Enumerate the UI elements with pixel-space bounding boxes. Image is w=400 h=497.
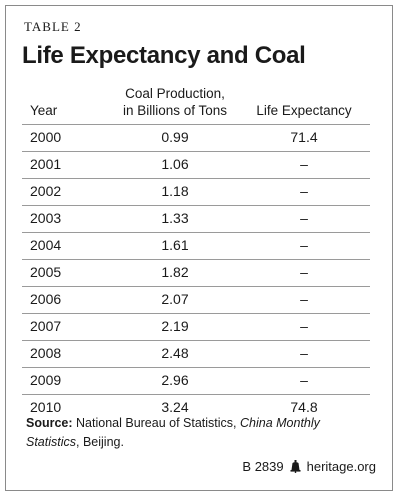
table-row: 2004 1.61 –	[22, 232, 370, 259]
cell-coal: 2.19	[161, 318, 189, 334]
liberty-bell-icon	[290, 460, 301, 473]
footer: B 2839 heritage.org	[242, 459, 376, 474]
cell-coal: 1.82	[161, 264, 189, 280]
cell-life: –	[300, 210, 308, 226]
cell-year: 2008	[30, 345, 62, 361]
cell-coal: 3.24	[161, 399, 189, 415]
table-row: 2003 1.33 –	[22, 205, 370, 232]
header-coal-production: Coal Production, in Billions of Tons	[110, 85, 240, 119]
cell-year: 2005	[30, 264, 62, 280]
cell-life: –	[300, 345, 308, 361]
source-text-1: National Bureau of Statistics,	[72, 416, 240, 430]
cell-coal: 1.18	[161, 183, 189, 199]
header-coal-line2: in Billions of Tons	[122, 103, 228, 118]
cell-life: –	[300, 291, 308, 307]
cell-life: –	[300, 264, 308, 280]
table-title: Life Expectancy and Coal	[22, 42, 306, 69]
table-body: 2000 0.99 71.4 2001 1.06–2002 1.18–2003 1.33–2…	[22, 124, 370, 421]
table-label: TABLE 2	[24, 19, 82, 34]
table-row: 2002 1.18 –	[22, 178, 370, 205]
cell-year: 2002	[30, 183, 62, 199]
cell-year: 2007	[30, 318, 62, 334]
footer-site: heritage.org	[306, 459, 376, 474]
cell-life: 71.4	[290, 129, 318, 145]
header-life-expectancy: Life Expectancy	[256, 103, 352, 118]
source-publication: China Monthly Statistics	[26, 416, 320, 449]
table-row: 2010 3.24 74.8	[22, 394, 370, 421]
table-row: 2001 1.06 –	[22, 151, 370, 178]
cell-year: 2003	[30, 210, 62, 226]
cell-coal: 0.99	[161, 129, 189, 145]
table-frame	[5, 5, 393, 491]
cell-coal: 1.06	[161, 156, 189, 172]
cell-life: –	[300, 318, 308, 334]
header-coal-line1: Coal Production,	[125, 86, 225, 101]
source-text-2: , Beijing.	[76, 435, 124, 449]
source-note: Source: National Bureau of Statistics, C…	[26, 414, 371, 452]
cell-coal: 2.07	[161, 291, 189, 307]
cell-year: 2001	[30, 156, 62, 172]
cell-year: 2010	[30, 399, 62, 415]
table-row: 2009 2.96 –	[22, 367, 370, 394]
cell-coal: 1.33	[161, 210, 189, 226]
table-row: 2000 0.99 71.4	[22, 124, 370, 151]
cell-life: –	[300, 372, 308, 388]
cell-year: 2006	[30, 291, 62, 307]
cell-coal: 1.61	[161, 237, 189, 253]
cell-year: 2000	[30, 129, 62, 145]
cell-life: –	[300, 156, 308, 172]
table-row: 2006 2.07 –	[22, 286, 370, 313]
source-label: Source:	[26, 416, 73, 430]
table-row: 2007 2.19 –	[22, 313, 370, 340]
table-row: 2008 2.48 –	[22, 340, 370, 367]
table-row: 2005 1.82 –	[22, 259, 370, 286]
header-year: Year	[30, 103, 58, 118]
cell-coal: 2.48	[161, 345, 189, 361]
cell-life: 74.8	[290, 399, 318, 415]
cell-year: 2009	[30, 372, 62, 388]
footer-code: B 2839	[242, 459, 284, 474]
cell-life: –	[300, 237, 308, 253]
cell-coal: 2.96	[161, 372, 189, 388]
cell-year: 2004	[30, 237, 62, 253]
cell-life: –	[300, 183, 308, 199]
